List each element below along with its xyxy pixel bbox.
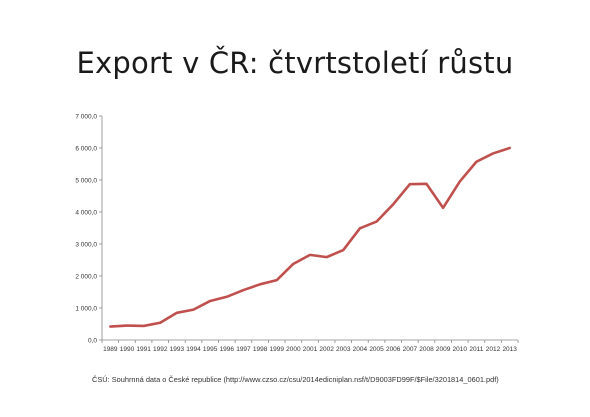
x-tick-label: 2011 (469, 346, 483, 353)
x-tick-label: 1990 (120, 346, 135, 353)
x-tick-label: 1993 (170, 346, 185, 353)
y-axis: 0,0 1 000,0 2 000,0 3 000,0 4 000,0 5 000,0 6 … (75, 113, 103, 344)
x-tick-label: 2008 (419, 346, 434, 353)
x-tick-label: 2010 (453, 346, 468, 353)
series-layer (109, 146, 511, 328)
x-tick-label: 2000 (286, 346, 301, 353)
x-tick-label: 2006 (386, 346, 401, 353)
x-tick-label: 1989 (103, 346, 118, 353)
x-tick-label: 1991 (136, 346, 151, 353)
x-tick-label: 2012 (486, 346, 501, 353)
x-tick-label: 2004 (353, 346, 368, 353)
x-tick-label: 1994 (186, 346, 201, 353)
x-tick-label: 1998 (253, 346, 268, 353)
x-axis: 1989 1990 1991 1992 1993 1994 1995 1996 1997 1998… (101, 339, 519, 353)
y-tick-label: 4 000,0 (75, 209, 97, 216)
series-line (109, 146, 511, 328)
y-tick-label: 1 000,0 (75, 305, 97, 312)
x-tick-label: 1997 (236, 346, 251, 353)
y-tick-label: 6 000,0 (75, 145, 97, 152)
x-tick-label: 2005 (369, 346, 384, 353)
x-tick-label: 2001 (303, 346, 318, 353)
x-tick-label: 1999 (269, 346, 284, 353)
slide-title: Export v ČR: čtvrtstoletí růstu (76, 46, 514, 80)
x-tick-label: 1995 (203, 346, 218, 353)
y-tick-label: 2 000,0 (75, 273, 97, 280)
source-note: ČSÚ: Souhrnná data o České republice (ht… (92, 375, 499, 384)
x-tick-label: 2003 (336, 346, 351, 353)
x-tick-label: 2009 (436, 346, 451, 353)
x-tick-label: 1996 (220, 346, 235, 353)
x-tick-label: 1992 (153, 346, 168, 353)
x-tick-label: 2013 (502, 346, 517, 353)
y-tick-label: 3 000,0 (75, 241, 97, 248)
x-tick-label: 2002 (319, 346, 334, 353)
x-tick-label: 2007 (403, 346, 418, 353)
y-tick-label: 5 000,0 (75, 177, 97, 184)
y-tick-label: 0,0 (88, 337, 97, 344)
y-tick-label: 7 000,0 (75, 113, 97, 120)
